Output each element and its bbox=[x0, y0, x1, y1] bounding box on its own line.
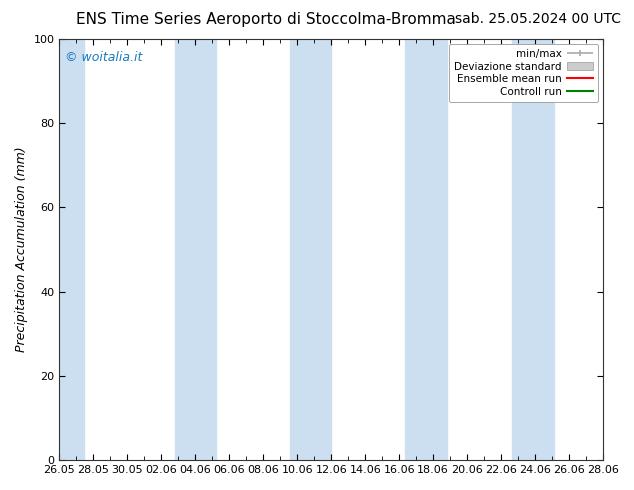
Text: sab. 25.05.2024 00 UTC: sab. 25.05.2024 00 UTC bbox=[455, 12, 621, 26]
Bar bbox=[405, 39, 446, 460]
Bar bbox=[175, 39, 216, 460]
Text: ENS Time Series Aeroporto di Stoccolma-Bromma: ENS Time Series Aeroporto di Stoccolma-B… bbox=[76, 12, 456, 27]
Bar bbox=[512, 39, 553, 460]
Bar bbox=[290, 39, 331, 460]
Text: © woitalia.it: © woitalia.it bbox=[65, 51, 142, 64]
Y-axis label: Precipitation Accumulation (mm): Precipitation Accumulation (mm) bbox=[15, 147, 28, 352]
Legend: min/max, Deviazione standard, Ensemble mean run, Controll run: min/max, Deviazione standard, Ensemble m… bbox=[449, 44, 598, 102]
Bar bbox=[60, 39, 84, 460]
